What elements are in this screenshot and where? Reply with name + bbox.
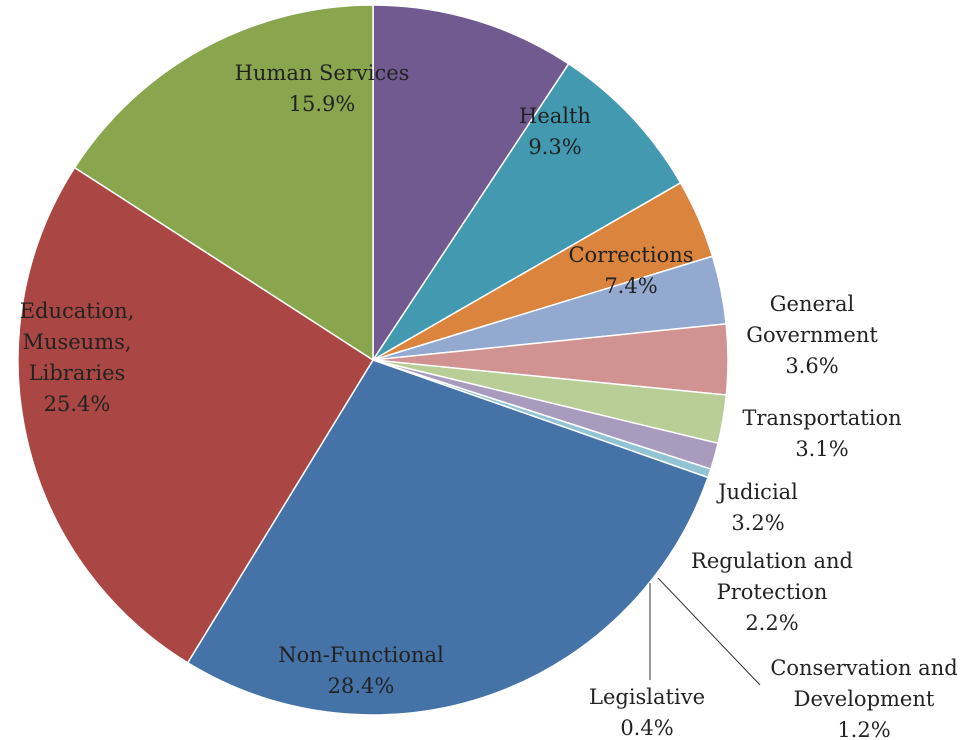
pie-slice-corrections [372, 62, 682, 361]
pie-slice-health [372, 4, 570, 363]
slice-label-judicial: Judicial 3.2% [716, 480, 798, 535]
slice-label-non-functional: Non-Functional 28.4% [278, 643, 444, 698]
slice-label-corrections: Corrections 7.4% [568, 243, 693, 298]
slice-label-education-museums-libraries: Education, Museums, Libraries 25.4% [20, 299, 135, 416]
pie-slice-non-functional [186, 359, 709, 716]
slice-label-general-government: General Government 3.6% [746, 292, 878, 378]
slice-label-health: Health 9.3% [519, 104, 591, 159]
pie-slices [17, 4, 729, 716]
slice-labels: Health 9.3% Corrections 7.4% General Governme… [20, 61, 958, 740]
pie-slice-human-services [73, 4, 374, 362]
leader-lines [649, 577, 761, 686]
slice-label-regulation-and-protection: Regulation and Protection 2.2% [691, 549, 853, 635]
slice-label-human-services: Human Services 15.9% [235, 61, 410, 116]
slice-label-conservation-and-development: Conservation and Development 1.2% [770, 656, 957, 740]
slice-label-legislative: Legislative 0.4% [589, 685, 705, 740]
leader-line-conservation-and-development [657, 577, 761, 686]
pie-slice-education-museums-libraries [17, 166, 375, 664]
slice-label-transportation: Transportation 3.1% [742, 406, 901, 461]
